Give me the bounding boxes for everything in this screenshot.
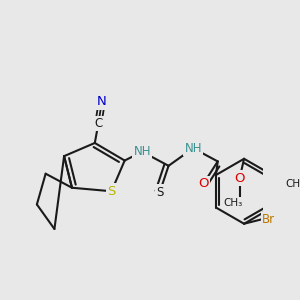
Text: CH₃: CH₃ xyxy=(285,179,300,189)
Text: C: C xyxy=(94,117,103,130)
Text: S: S xyxy=(156,186,164,199)
Text: NH: NH xyxy=(134,145,151,158)
Text: O: O xyxy=(234,172,245,184)
Text: Br: Br xyxy=(262,213,275,226)
Text: O: O xyxy=(198,177,209,190)
Text: N: N xyxy=(97,95,107,108)
Text: S: S xyxy=(107,185,116,198)
Text: NH: NH xyxy=(184,142,202,155)
Text: CH₃: CH₃ xyxy=(223,198,242,208)
